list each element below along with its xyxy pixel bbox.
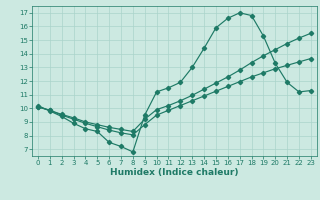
X-axis label: Humidex (Indice chaleur): Humidex (Indice chaleur): [110, 168, 239, 177]
